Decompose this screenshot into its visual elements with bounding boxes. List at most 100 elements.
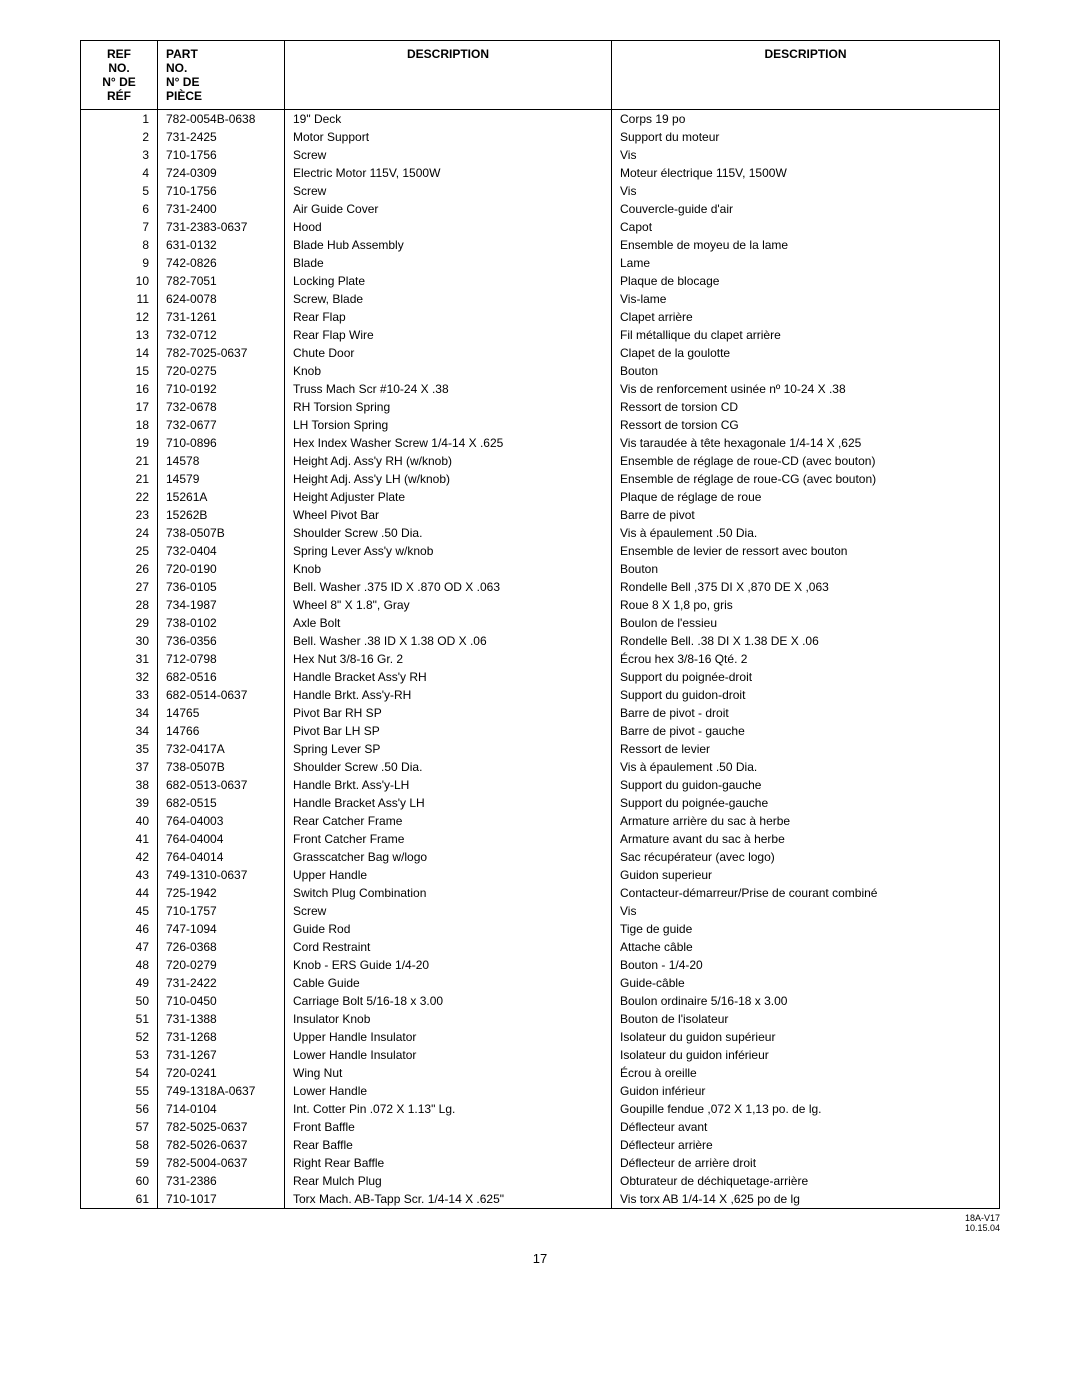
cell-desc-en: Handle Bracket Ass'y RH bbox=[285, 668, 612, 686]
cell-desc-en: Electric Motor 115V, 1500W bbox=[285, 164, 612, 182]
table-row: 47726-0368Cord RestraintAttache câble bbox=[81, 938, 1000, 956]
cell-ref: 12 bbox=[81, 308, 158, 326]
cell-desc-fr: Plaque de blocage bbox=[612, 272, 1000, 290]
cell-ref: 47 bbox=[81, 938, 158, 956]
table-row: 51731-1388Insulator KnobBouton de l'isol… bbox=[81, 1010, 1000, 1028]
cell-part: 782-7025-0637 bbox=[158, 344, 285, 362]
cell-desc-fr: Ensemble de réglage de roue-CG (avec bou… bbox=[612, 470, 1000, 488]
cell-desc-en: Hood bbox=[285, 218, 612, 236]
cell-desc-fr: Barre de pivot - gauche bbox=[612, 722, 1000, 740]
cell-part: 682-0514-0637 bbox=[158, 686, 285, 704]
cell-part: 710-1756 bbox=[158, 146, 285, 164]
cell-desc-fr: Boulon de l'essieu bbox=[612, 614, 1000, 632]
table-row: 54720-0241Wing NutÉcrou à oreille bbox=[81, 1064, 1000, 1082]
cell-desc-fr: Ressort de levier bbox=[612, 740, 1000, 758]
cell-ref: 14 bbox=[81, 344, 158, 362]
cell-part: 682-0513-0637 bbox=[158, 776, 285, 794]
cell-ref: 35 bbox=[81, 740, 158, 758]
table-row: 32682-0516Handle Bracket Ass'y RHSupport… bbox=[81, 668, 1000, 686]
table-row: 2731-2425Motor SupportSupport du moteur bbox=[81, 128, 1000, 146]
cell-desc-fr: Armature arrière du sac à herbe bbox=[612, 812, 1000, 830]
cell-desc-en: Motor Support bbox=[285, 128, 612, 146]
table-row: 41764-04004Front Catcher FrameArmature a… bbox=[81, 830, 1000, 848]
cell-desc-fr: Bouton - 1/4-20 bbox=[612, 956, 1000, 974]
cell-desc-en: Locking Plate bbox=[285, 272, 612, 290]
cell-desc-fr: Vis de renforcement usinée nº 10-24 X .3… bbox=[612, 380, 1000, 398]
cell-desc-en: Pivot Bar LH SP bbox=[285, 722, 612, 740]
cell-desc-en: Shoulder Screw .50 Dia. bbox=[285, 524, 612, 542]
cell-desc-fr: Vis taraudée à tête hexagonale 1/4-14 X … bbox=[612, 434, 1000, 452]
cell-ref: 34 bbox=[81, 722, 158, 740]
table-row: 58782-5026-0637Rear BaffleDéflecteur arr… bbox=[81, 1136, 1000, 1154]
cell-ref: 7 bbox=[81, 218, 158, 236]
cell-desc-fr: Écrou à oreille bbox=[612, 1064, 1000, 1082]
table-row: 31712-0798Hex Nut 3/8-16 Gr. 2Écrou hex … bbox=[81, 650, 1000, 668]
cell-desc-fr: Corps 19 po bbox=[612, 110, 1000, 129]
cell-desc-fr: Isolateur du guidon supérieur bbox=[612, 1028, 1000, 1046]
table-row: 5710-1756ScrewVis bbox=[81, 182, 1000, 200]
table-row: 3414765Pivot Bar RH SPBarre de pivot - d… bbox=[81, 704, 1000, 722]
cell-part: 720-0275 bbox=[158, 362, 285, 380]
cell-desc-fr: Plaque de réglage de roue bbox=[612, 488, 1000, 506]
cell-ref: 22 bbox=[81, 488, 158, 506]
cell-ref: 19 bbox=[81, 434, 158, 452]
cell-part: 742-0826 bbox=[158, 254, 285, 272]
table-row: 8631-0132Blade Hub AssemblyEnsemble de m… bbox=[81, 236, 1000, 254]
cell-part: 15262B bbox=[158, 506, 285, 524]
cell-ref: 5 bbox=[81, 182, 158, 200]
cell-desc-en: Height Adjuster Plate bbox=[285, 488, 612, 506]
cell-part: 764-04004 bbox=[158, 830, 285, 848]
cell-desc-en: Right Rear Baffle bbox=[285, 1154, 612, 1172]
cell-ref: 32 bbox=[81, 668, 158, 686]
cell-desc-fr: Contacteur-démarreur/Prise de courant co… bbox=[612, 884, 1000, 902]
cell-desc-en: Upper Handle bbox=[285, 866, 612, 884]
cell-ref: 4 bbox=[81, 164, 158, 182]
table-row: 7731-2383-0637HoodCapot bbox=[81, 218, 1000, 236]
cell-part: 732-0677 bbox=[158, 416, 285, 434]
cell-part: 749-1310-0637 bbox=[158, 866, 285, 884]
cell-part: 732-0417A bbox=[158, 740, 285, 758]
table-row: 33682-0514-0637Handle Brkt. Ass'y-RHSupp… bbox=[81, 686, 1000, 704]
cell-desc-fr: Rondelle Bell. .38 DI X 1.38 DE X .06 bbox=[612, 632, 1000, 650]
cell-part: 14579 bbox=[158, 470, 285, 488]
table-row: 53731-1267Lower Handle InsulatorIsolateu… bbox=[81, 1046, 1000, 1064]
cell-desc-en: Int. Cotter Pin .072 X 1.13" Lg. bbox=[285, 1100, 612, 1118]
cell-desc-fr: Bouton de l'isolateur bbox=[612, 1010, 1000, 1028]
cell-ref: 37 bbox=[81, 758, 158, 776]
cell-desc-fr: Isolateur du guidon inférieur bbox=[612, 1046, 1000, 1064]
cell-part: 720-0279 bbox=[158, 956, 285, 974]
cell-desc-fr: Clapet de la goulotte bbox=[612, 344, 1000, 362]
cell-desc-fr: Guidon inférieur bbox=[612, 1082, 1000, 1100]
cell-part: 782-5004-0637 bbox=[158, 1154, 285, 1172]
table-row: 3414766Pivot Bar LH SPBarre de pivot - g… bbox=[81, 722, 1000, 740]
cell-ref: 48 bbox=[81, 956, 158, 974]
table-row: 11624-0078Screw, BladeVis-lame bbox=[81, 290, 1000, 308]
table-row: 35732-0417ASpring Lever SPRessort de lev… bbox=[81, 740, 1000, 758]
cell-part: 734-1987 bbox=[158, 596, 285, 614]
cell-desc-en: Hex Nut 3/8-16 Gr. 2 bbox=[285, 650, 612, 668]
cell-part: 726-0368 bbox=[158, 938, 285, 956]
cell-desc-en: Truss Mach Scr #10-24 X .38 bbox=[285, 380, 612, 398]
cell-part: 731-1268 bbox=[158, 1028, 285, 1046]
cell-ref: 44 bbox=[81, 884, 158, 902]
table-row: 17732-0678RH Torsion SpringRessort de to… bbox=[81, 398, 1000, 416]
cell-desc-en: Screw bbox=[285, 182, 612, 200]
cell-part: 736-0105 bbox=[158, 578, 285, 596]
cell-desc-fr: Bouton bbox=[612, 362, 1000, 380]
cell-ref: 33 bbox=[81, 686, 158, 704]
table-row: 59782-5004-0637Right Rear BaffleDéflecte… bbox=[81, 1154, 1000, 1172]
cell-desc-fr: Goupille fendue ,072 X 1,13 po. de lg. bbox=[612, 1100, 1000, 1118]
table-row: 50710-0450Carriage Bolt 5/16-18 x 3.00Bo… bbox=[81, 992, 1000, 1010]
table-row: 44725-1942Switch Plug CombinationContact… bbox=[81, 884, 1000, 902]
table-row: 2215261AHeight Adjuster PlatePlaque de r… bbox=[81, 488, 1000, 506]
cell-desc-en: Upper Handle Insulator bbox=[285, 1028, 612, 1046]
table-row: 39682-0515Handle Bracket Ass'y LHSupport… bbox=[81, 794, 1000, 812]
cell-part: 682-0515 bbox=[158, 794, 285, 812]
cell-ref: 26 bbox=[81, 560, 158, 578]
cell-ref: 50 bbox=[81, 992, 158, 1010]
cell-desc-en: Rear Baffle bbox=[285, 1136, 612, 1154]
cell-part: 710-1756 bbox=[158, 182, 285, 200]
cell-part: 738-0507B bbox=[158, 524, 285, 542]
cell-ref: 46 bbox=[81, 920, 158, 938]
cell-part: 731-2422 bbox=[158, 974, 285, 992]
